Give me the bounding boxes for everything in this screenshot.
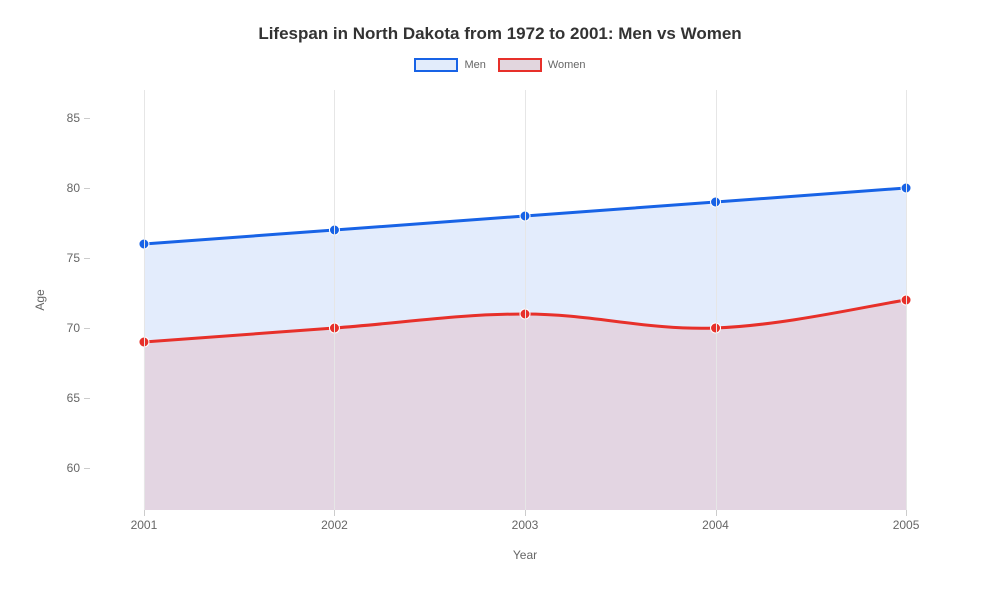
y-axis-title: Age — [33, 289, 47, 310]
y-tick-mark — [84, 328, 90, 329]
legend-swatch-men — [414, 58, 458, 72]
y-tick-mark — [84, 398, 90, 399]
grid-line-vertical — [525, 90, 526, 510]
grid-line-vertical — [144, 90, 145, 510]
x-tick-mark — [144, 510, 145, 516]
y-tick-label: 85 — [67, 111, 80, 125]
x-tick-label: 2003 — [512, 518, 539, 532]
grid-line-vertical — [906, 90, 907, 510]
legend-label-men: Men — [464, 59, 485, 71]
x-tick-mark — [716, 510, 717, 516]
legend-swatch-women — [498, 58, 542, 72]
x-tick-label: 2001 — [131, 518, 158, 532]
y-tick-label: 80 — [67, 181, 80, 195]
y-tick-label: 70 — [67, 321, 80, 335]
y-tick-mark — [84, 188, 90, 189]
x-tick-label: 2004 — [702, 518, 729, 532]
y-tick-label: 60 — [67, 461, 80, 475]
y-tick-label: 75 — [67, 251, 80, 265]
x-tick-mark — [334, 510, 335, 516]
x-tick-label: 2005 — [893, 518, 920, 532]
grid-line-vertical — [716, 90, 717, 510]
y-tick-label: 65 — [67, 391, 80, 405]
legend-item-women[interactable]: Women — [498, 58, 586, 72]
legend-item-men[interactable]: Men — [414, 58, 485, 72]
x-tick-label: 2002 — [321, 518, 348, 532]
x-tick-mark — [525, 510, 526, 516]
y-tick-mark — [84, 258, 90, 259]
legend-label-women: Women — [548, 59, 586, 71]
y-tick-mark — [84, 118, 90, 119]
y-tick-mark — [84, 468, 90, 469]
legend: Men Women — [0, 58, 1000, 72]
x-axis-title: Year — [513, 548, 537, 562]
x-tick-mark — [906, 510, 907, 516]
plot-area: 20012002200320042005606570758085 — [90, 90, 960, 510]
grid-line-vertical — [334, 90, 335, 510]
chart-container: Lifespan in North Dakota from 1972 to 20… — [0, 0, 1000, 600]
chart-title: Lifespan in North Dakota from 1972 to 20… — [0, 24, 1000, 44]
